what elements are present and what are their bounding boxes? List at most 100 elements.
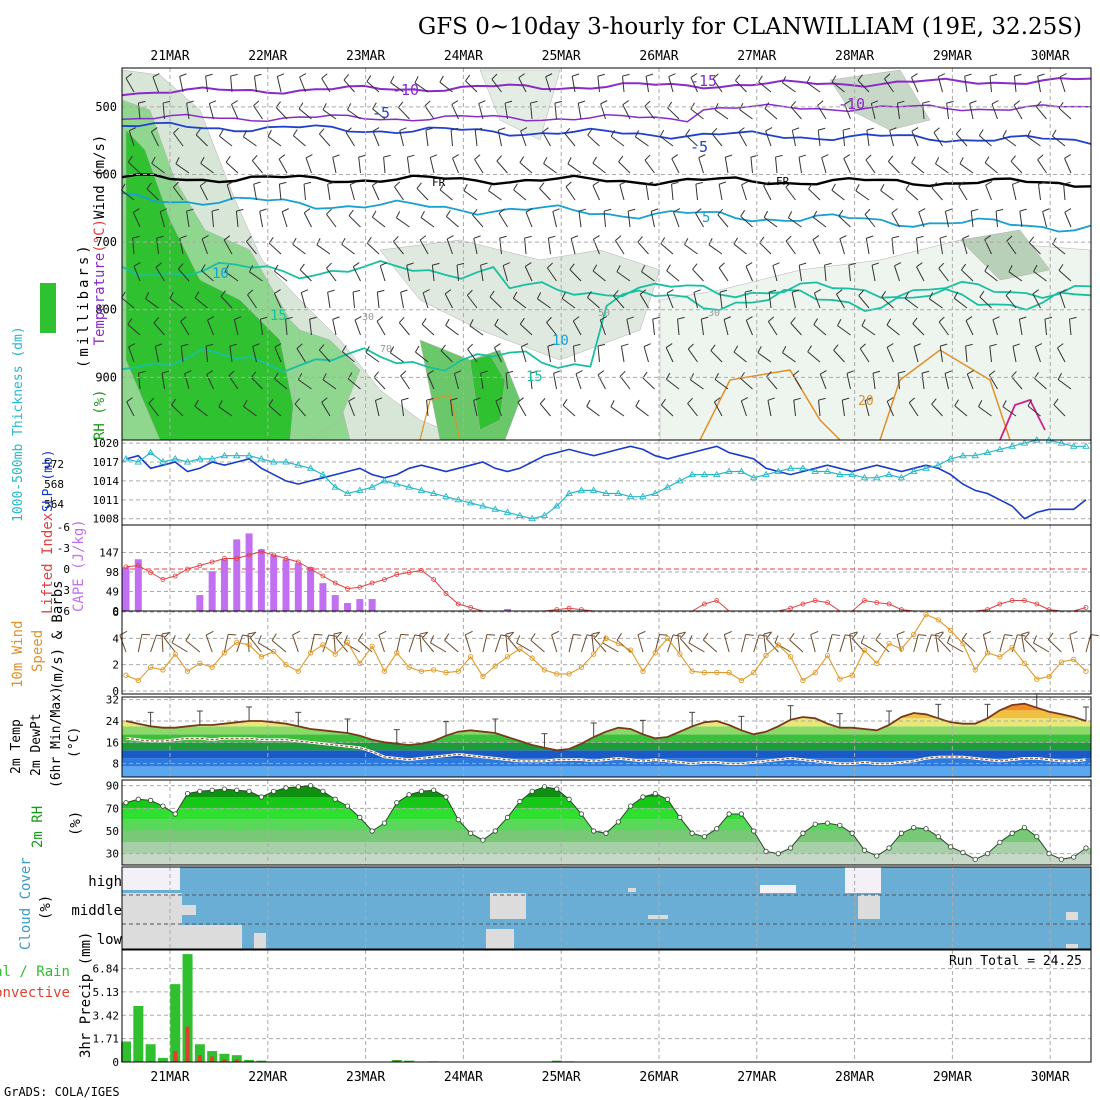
- wind10m-barb-flag: [516, 635, 521, 644]
- lifted-index-point: [825, 600, 830, 605]
- rh2m-point: [197, 788, 203, 794]
- wind-barb-flag: [864, 397, 872, 401]
- wind-barb: [309, 319, 312, 336]
- dewpoint-line: [125, 737, 1087, 765]
- wind-barb: [132, 238, 135, 255]
- wind10m-barb: [827, 634, 833, 653]
- wind-barb-flag: [494, 343, 501, 349]
- rh2m-point: [578, 811, 584, 817]
- wind10m-barb: [723, 634, 730, 653]
- wind-barb-flag: [536, 292, 542, 300]
- wind-barb: [738, 131, 747, 147]
- wind-barb: [813, 292, 821, 309]
- wind10m-barb-flag: [249, 631, 257, 639]
- wind-barb-flag: [543, 156, 548, 164]
- wind-barb-flag: [904, 291, 910, 299]
- wind10m-barb-flag: [292, 630, 301, 636]
- wind-barb: [1044, 319, 1047, 336]
- wind-barb: [205, 346, 208, 363]
- wind10m-point: [911, 631, 917, 638]
- wind-barb: [393, 241, 404, 255]
- wind-barb-flag: [622, 73, 630, 77]
- wind-barb-flag: [252, 343, 260, 347]
- wind10m-point: [886, 640, 892, 647]
- wind10m-point: [640, 668, 646, 674]
- thickness-point: [479, 502, 487, 509]
- wind-barb: [422, 292, 429, 309]
- wind-barb-flag: [931, 398, 937, 405]
- wind10m-point: [1071, 656, 1077, 663]
- wind-barb: [352, 292, 355, 309]
- wind-barb: [499, 238, 502, 255]
- precip-total-bar: [194, 1044, 205, 1062]
- wind-barb: [813, 324, 827, 336]
- wind-barb: [922, 103, 925, 120]
- wind-barb: [645, 184, 649, 201]
- wind-barb: [959, 163, 974, 174]
- wind-barb-flag: [466, 289, 473, 296]
- isotherm-minus10: [121, 103, 1092, 123]
- wind10m-point: [738, 677, 745, 684]
- wind-barb-flag: [687, 343, 694, 350]
- wind-barb: [300, 292, 306, 309]
- wind10m-point: [492, 663, 498, 669]
- wind-barb: [1011, 184, 1017, 201]
- lifted-index-point: [443, 591, 449, 596]
- wind-barb-flag: [518, 73, 525, 79]
- wind-barb-flag: [151, 127, 158, 133]
- wind-barb: [376, 320, 386, 336]
- wind-barb-flag: [651, 208, 659, 212]
- wind-barb: [684, 244, 698, 255]
- wind-barb: [450, 130, 453, 147]
- wind-barb: [498, 213, 508, 228]
- wind-barb: [445, 325, 459, 336]
- wind10m-point: [467, 654, 474, 660]
- wind-barb: [855, 190, 870, 201]
- wind-barb-flag: [425, 127, 433, 131]
- wind-barb: [1027, 136, 1041, 147]
- wind-barb: [276, 76, 282, 93]
- wind10m-point: [554, 671, 560, 677]
- wind10m-barb-flag: [688, 635, 693, 644]
- rh2m-point: [948, 844, 954, 850]
- wind-barb: [692, 268, 704, 282]
- wind-barb-flag: [1019, 316, 1027, 320]
- wind-barb: [125, 77, 135, 93]
- wind-barb: [572, 346, 576, 363]
- wind-barb: [978, 406, 992, 417]
- wind10m-point: [369, 643, 375, 649]
- wind-barb: [452, 157, 459, 174]
- wind-barb: [205, 76, 208, 93]
- wind-barb: [152, 76, 159, 93]
- wind-barb-flag: [545, 73, 553, 78]
- rh2m-point: [541, 784, 548, 790]
- wind-barb-flag: [635, 399, 640, 407]
- wind10m-point: [984, 650, 991, 656]
- cape-tick-label: 98: [106, 566, 119, 579]
- bottom-date-label: 22MAR: [248, 1070, 287, 1085]
- wind-barb: [519, 323, 533, 336]
- upper-air-ylabel-wind: Wind (m/s): [92, 135, 108, 219]
- wind-barb-flag: [277, 73, 285, 77]
- rh2m-point: [320, 788, 326, 794]
- wind-barb-flag: [524, 235, 532, 239]
- wind-barb: [891, 212, 900, 228]
- wind-barb: [896, 103, 900, 120]
- wind10m-barb-flag: [343, 635, 348, 644]
- rh2m-point: [652, 790, 658, 797]
- precip-convective-bar: [222, 1059, 227, 1062]
- isotherm-plus20-c: [419, 394, 461, 441]
- wind-barb-flag: [274, 343, 282, 348]
- wind-barb: [322, 109, 337, 120]
- wind-barb: [764, 108, 778, 120]
- wind-barb-flag: [565, 181, 572, 188]
- wind-barb-flag: [298, 373, 303, 380]
- wind-barb-flag: [1053, 398, 1059, 405]
- wind10m-barb: [419, 634, 422, 653]
- wind10m-point: [517, 646, 523, 652]
- wind-barb-flag: [430, 154, 438, 158]
- wind-barb: [505, 373, 508, 390]
- wind-barb: [231, 104, 239, 120]
- wind-barb-flag: [1052, 237, 1057, 245]
